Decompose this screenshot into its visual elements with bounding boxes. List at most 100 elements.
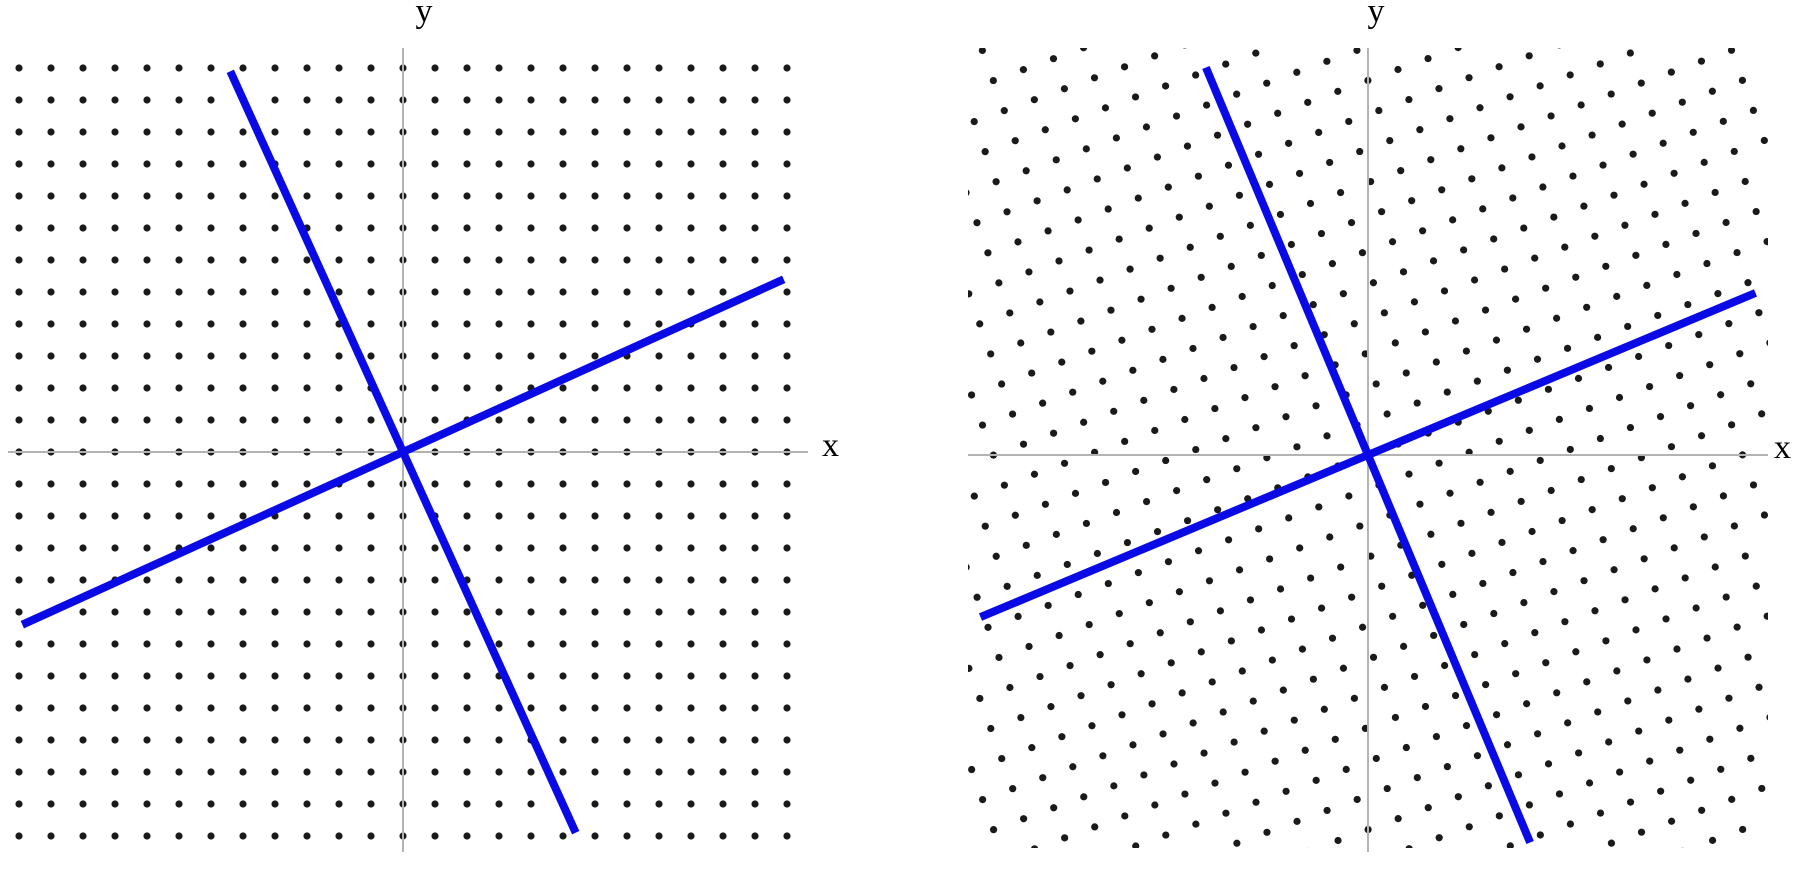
lattice-dot — [463, 128, 471, 136]
lattice-dot — [1096, 651, 1104, 659]
lattice-dot — [175, 320, 183, 328]
lattice-dot — [1700, 158, 1708, 166]
lattice-dot — [335, 704, 343, 712]
lattice-dot — [1492, 336, 1501, 344]
lattice-dot — [1758, 784, 1766, 793]
lattice-dot — [623, 320, 631, 328]
lattice-dot — [751, 64, 759, 72]
lattice-dot — [1755, 309, 1763, 317]
lattice-dot — [1320, 705, 1328, 713]
lattice-dot — [591, 224, 599, 232]
lattice-dot — [1697, 57, 1706, 65]
lattice-dot — [239, 736, 247, 744]
lattice-dot — [1692, 229, 1700, 238]
lattice-dot — [1575, 749, 1583, 757]
lattice-dot — [1681, 199, 1689, 207]
lattice-dot — [1427, 156, 1435, 164]
lattice-dot — [1252, 798, 1260, 806]
lattice-dot — [1164, 558, 1173, 566]
lattice-dot — [1036, 672, 1044, 681]
lattice-dot — [687, 736, 695, 744]
lattice-dot — [623, 256, 631, 264]
lattice-dot — [1676, 372, 1684, 380]
lattice-dot — [143, 128, 151, 136]
lattice-dot — [463, 160, 471, 168]
lattice-dot — [1605, 738, 1613, 746]
lattice-dot — [1695, 331, 1703, 339]
lattice-dot — [79, 128, 87, 136]
lattice-dot — [239, 416, 247, 424]
lattice-dot — [719, 832, 727, 840]
lattice-dot — [527, 352, 535, 360]
lattice-dot — [655, 704, 663, 712]
lattice-dot — [1602, 262, 1610, 270]
lattice-dot — [1539, 557, 1547, 566]
lattice-dot — [1602, 637, 1610, 645]
lattice-dot — [719, 224, 727, 232]
lattice-dot — [367, 416, 375, 424]
lattice-dot — [271, 576, 279, 584]
lattice-dot — [1569, 547, 1577, 555]
lattice-dot — [1162, 831, 1170, 839]
lattice-dot — [239, 512, 247, 520]
lattice-dot — [335, 416, 343, 424]
lattice-dot — [79, 192, 87, 200]
lattice-dot — [495, 384, 503, 392]
lattice-dot — [1285, 514, 1293, 522]
lattice-dot — [1028, 369, 1036, 377]
lattice-dot — [335, 224, 343, 232]
lattice-dot — [1752, 207, 1760, 216]
lattice-dot — [1501, 640, 1509, 648]
lattice-dot — [1684, 300, 1692, 309]
lattice-dot — [1657, 38, 1664, 45]
lattice-dot — [1435, 834, 1443, 842]
lattice-dot — [15, 576, 23, 584]
lattice-dot — [1400, 642, 1408, 650]
lattice-dot — [1274, 109, 1282, 117]
lattice-dot — [1260, 353, 1268, 361]
lattice-dot — [655, 640, 663, 648]
lattice-dot — [1741, 177, 1749, 186]
lattice-dot — [1055, 631, 1063, 640]
lattice-dot — [687, 608, 695, 616]
lattice-dot — [1479, 205, 1487, 213]
lattice-dot — [1758, 410, 1766, 418]
lattice-dot — [1107, 306, 1115, 314]
lattice-dot — [367, 352, 375, 360]
lattice-dot — [367, 800, 375, 808]
lattice-dot — [1301, 372, 1309, 380]
lattice-dot — [719, 640, 727, 648]
lattice-dot — [1531, 254, 1539, 262]
lattice-dot — [719, 544, 727, 552]
lattice-dot — [79, 64, 87, 72]
lattice-dot — [1252, 424, 1260, 432]
lattice-dot — [79, 640, 87, 648]
lattice-dot — [1544, 760, 1553, 768]
lattice-dot — [783, 224, 791, 232]
lattice-dot — [207, 704, 215, 712]
lattice-dot — [1181, 415, 1189, 424]
lattice-dot — [1424, 804, 1432, 812]
lattice-dot — [687, 160, 695, 168]
lattice-dot — [271, 480, 279, 488]
lattice-dot — [1200, 749, 1208, 757]
lattice-dot — [527, 640, 535, 648]
lattice-dot — [527, 160, 535, 168]
lattice-dot — [271, 608, 279, 616]
lattice-dot — [271, 544, 279, 552]
lattice-dot — [1074, 590, 1082, 599]
lattice-dot — [783, 192, 791, 200]
lattice-dot — [1145, 224, 1153, 232]
lattice-dot — [239, 608, 247, 616]
lattice-dot — [1019, 440, 1028, 448]
lattice-dot — [1640, 555, 1648, 563]
lattice-dot — [1151, 52, 1159, 60]
lattice-dot — [143, 96, 151, 104]
lattice-dot — [591, 416, 599, 424]
lattice-dot — [1172, 112, 1181, 120]
lattice-dot — [1553, 689, 1561, 697]
lattice-dot — [1599, 161, 1607, 169]
lattice-dot — [1405, 845, 1413, 848]
lattice-dot — [1421, 328, 1429, 336]
lattice-dot — [1331, 735, 1339, 743]
